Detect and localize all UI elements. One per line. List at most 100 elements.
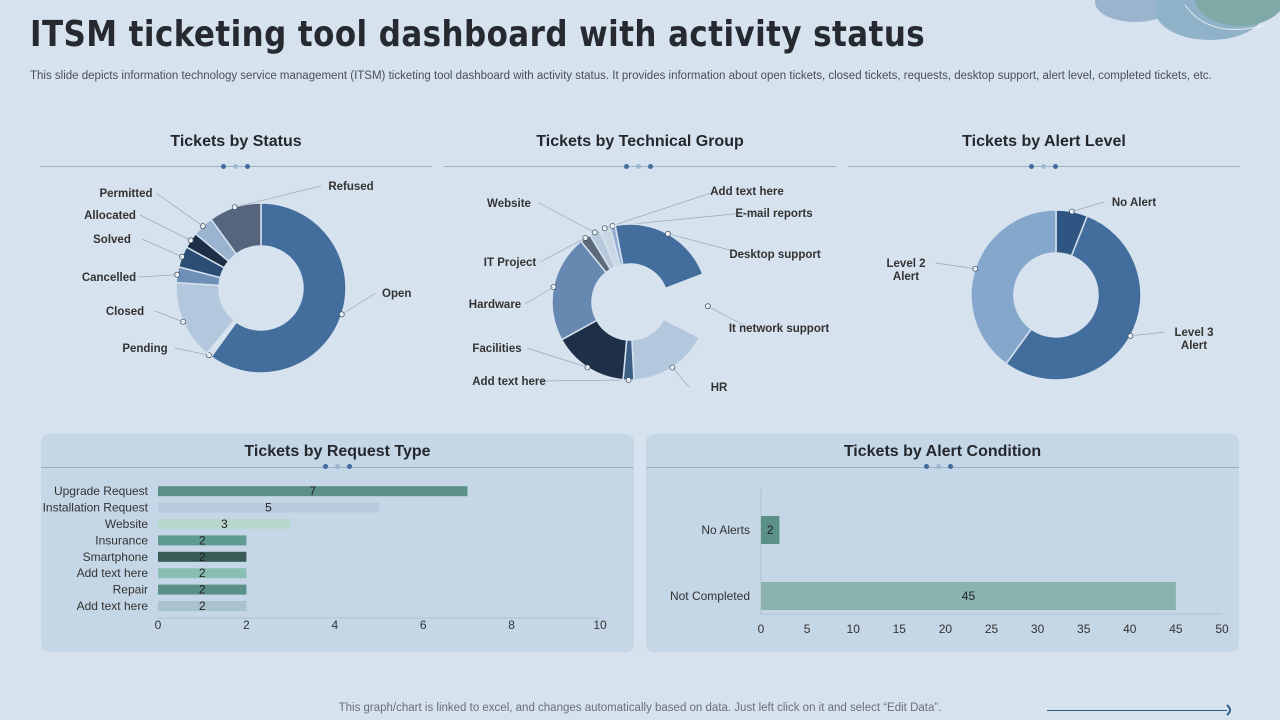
leader-line (707, 305, 750, 329)
arrow-icon (1226, 704, 1231, 716)
leader-dot (665, 230, 671, 237)
slice-label: Cancelled (82, 272, 136, 284)
chart-title-technical-group: Tickets by Technical Group (536, 133, 744, 150)
leader-line (672, 367, 690, 388)
chart-title-request-type: Tickets by Request Type (244, 443, 431, 460)
leader-dot (669, 364, 676, 371)
leader-dot (1127, 333, 1134, 339)
leader-dot (231, 204, 238, 211)
leader-dot (338, 311, 345, 318)
donut-slice (177, 246, 226, 279)
panel-alert-condition (646, 434, 1239, 652)
donut-slice (185, 232, 230, 269)
page-subtitle: This slide depicts information technolog… (30, 70, 1212, 82)
donut-slice (631, 318, 701, 381)
leader-line (234, 185, 322, 208)
leader-dot (601, 225, 608, 232)
leader-line (1071, 201, 1105, 212)
leader-dot (704, 303, 711, 310)
donut-slice (588, 229, 617, 271)
slice-label: Desktop support (729, 249, 821, 261)
footer-line (1047, 710, 1227, 711)
donut-slice (551, 240, 608, 341)
leader-line (538, 379, 629, 382)
slice-label: HR (711, 382, 728, 394)
slice-label: Allocated (84, 210, 136, 222)
leader-line (526, 347, 588, 368)
leader-line (667, 233, 746, 255)
leader-line (174, 347, 209, 356)
chart-title-status: Tickets by Status (170, 133, 302, 150)
leader-dot (584, 364, 591, 371)
leader-line (154, 310, 184, 323)
leader-line (539, 237, 586, 263)
slice-label: Website (487, 198, 531, 210)
slice-label: Level 2 Alert (887, 258, 926, 283)
donut-slice (614, 223, 704, 290)
leader-dot (206, 352, 212, 359)
donut-slice (194, 218, 238, 263)
leader-dot (609, 223, 616, 229)
slice-label: Solved (93, 234, 131, 246)
decorative-blobs (1095, 0, 1280, 40)
leader-line (604, 190, 718, 229)
panel-request-type (41, 434, 634, 652)
donut-slice (175, 265, 222, 287)
donut-slice (598, 225, 622, 268)
slice-label: Level 3 Alert (1175, 327, 1214, 352)
slice-label: Add text here (472, 376, 546, 388)
leader-line (141, 238, 183, 258)
donut-slice (970, 209, 1057, 365)
slice-label: Refused (328, 181, 373, 193)
slice-label: E-mail reports (735, 208, 812, 220)
leader-dot (625, 377, 632, 383)
leader-dot (180, 318, 186, 325)
dots-decoration (323, 464, 353, 470)
slice-label: Open (382, 288, 411, 300)
donut-slice (175, 281, 236, 355)
dots-decoration (624, 164, 654, 170)
slice-label: Permitted (99, 188, 152, 200)
slice-label: Pending (122, 343, 167, 355)
donut-slice (579, 234, 612, 274)
slice-label: Closed (106, 306, 144, 318)
leader-dot (187, 237, 194, 244)
dots-decoration (924, 464, 954, 470)
donut-slice (1055, 209, 1089, 257)
donut-slice (209, 202, 347, 374)
leader-dot (582, 235, 589, 241)
divider-alert-condition (646, 467, 1239, 468)
dots-decoration (221, 164, 251, 170)
leader-dot (972, 265, 979, 272)
chart-title-alert-level: Tickets by Alert Level (962, 133, 1126, 150)
leader-dot (1069, 208, 1075, 215)
leader-dot (591, 229, 598, 236)
leader-line (139, 214, 191, 241)
donut-slice (662, 273, 709, 339)
leader-dot (179, 253, 185, 260)
donut-slice (560, 319, 628, 381)
leader-line (538, 202, 595, 233)
donut-slice (209, 202, 262, 256)
donut-slice (622, 339, 635, 381)
slice-label: It network support (729, 323, 829, 335)
slice-label: Add text here (710, 186, 784, 198)
leader-dot (199, 223, 206, 229)
donut-slice (205, 319, 238, 358)
footer-note: This graph/chart is linked to excel, and… (338, 702, 942, 714)
slice-label: No Alert (1112, 197, 1156, 209)
leader-line (155, 192, 204, 227)
dots-decoration (1029, 164, 1059, 170)
leader-dot (174, 271, 180, 278)
leader-line (138, 274, 178, 278)
leader-line (612, 212, 745, 227)
donut-slice (609, 224, 624, 267)
donut-slice (1004, 214, 1142, 381)
slice-label: Facilities (472, 343, 521, 355)
slice-label: Hardware (469, 299, 521, 311)
leader-line (341, 292, 377, 315)
leader-line (935, 262, 976, 270)
page-title: ITSM ticketing tool dashboard with activ… (30, 14, 926, 55)
leader-line (1130, 331, 1165, 337)
slice-label: IT Project (484, 257, 537, 269)
